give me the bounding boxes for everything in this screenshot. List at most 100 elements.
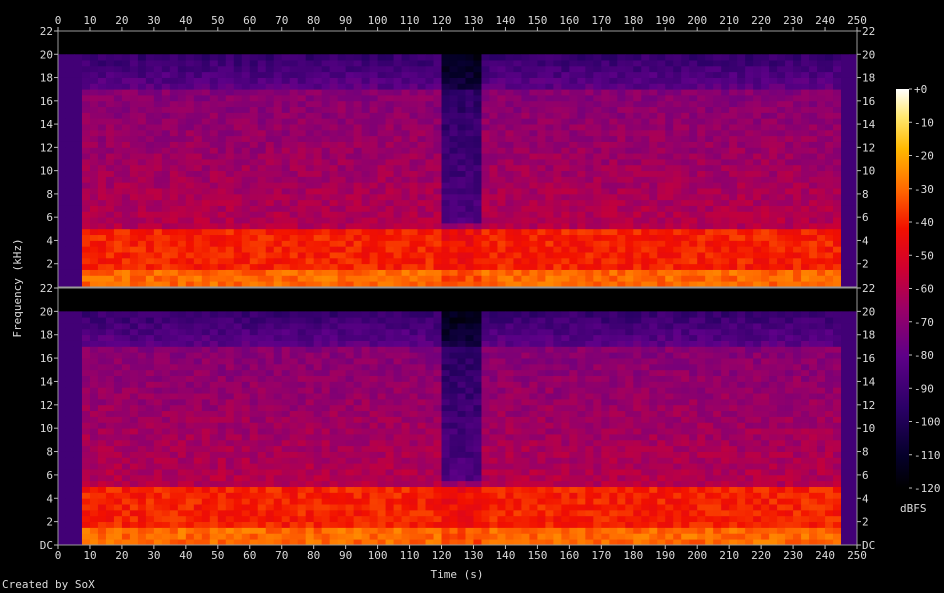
spectrogram-cell xyxy=(841,106,850,113)
spectrogram-cell xyxy=(289,100,299,108)
spectrogram-cell xyxy=(249,469,259,476)
spectrogram-cell xyxy=(169,381,179,388)
spectrogram-cell xyxy=(513,129,522,137)
spectrogram-cell xyxy=(401,188,410,195)
spectrogram-cell xyxy=(249,246,259,253)
spectrogram-cell xyxy=(481,269,490,276)
spectrogram-cell xyxy=(497,252,506,259)
spectrogram-cell xyxy=(353,159,363,166)
spectrogram-cell xyxy=(433,89,442,96)
spectrogram-cell xyxy=(577,269,586,276)
spectrogram-cell xyxy=(337,89,347,96)
spectrogram-cell xyxy=(281,60,291,67)
spectrogram-cell xyxy=(753,65,762,73)
spectrogram-cell xyxy=(217,164,227,172)
spectrogram-cell xyxy=(713,141,722,148)
spectrogram-cell xyxy=(65,164,75,172)
spectrogram-cell xyxy=(401,164,410,172)
spectrogram-cell xyxy=(369,106,378,113)
spectrogram-cell xyxy=(497,60,506,67)
spectrogram-cell xyxy=(569,135,578,142)
spectrogram-cell xyxy=(241,112,251,119)
spectrogram-cell xyxy=(729,188,738,195)
spectrogram-cell xyxy=(625,176,634,183)
spectrogram-cell xyxy=(545,193,554,201)
spectrogram-cell xyxy=(265,188,275,195)
spectrogram-cell xyxy=(441,182,450,189)
spectrogram-cell xyxy=(65,100,75,108)
spectrogram-cell xyxy=(225,375,235,382)
spectrogram-cell xyxy=(265,182,275,189)
spectrogram-cell xyxy=(833,205,842,212)
spectrogram-cell xyxy=(705,83,714,90)
spectrogram-cell xyxy=(497,54,506,61)
spectrogram-cell xyxy=(665,118,674,125)
spectrogram-cell xyxy=(137,223,147,230)
spectrogram-cell xyxy=(465,211,474,218)
spectrogram-cell xyxy=(209,480,219,487)
spectrogram-cell xyxy=(105,252,115,259)
spectrogram-cell xyxy=(137,504,147,511)
spectrogram-cell xyxy=(809,147,818,154)
spectrogram-cell xyxy=(777,223,786,230)
spectrogram-cell xyxy=(81,211,91,218)
spectrogram-cell xyxy=(105,217,115,224)
spectrogram-cell xyxy=(225,539,235,546)
spectrogram-cell xyxy=(537,240,546,247)
spectrogram-cell xyxy=(137,457,147,464)
spectrogram-cell xyxy=(505,135,514,142)
spectrogram-cell xyxy=(521,112,530,119)
spectrogram-cell xyxy=(841,112,850,119)
spectrogram-cell xyxy=(753,141,762,148)
spectrogram-cell xyxy=(681,199,690,206)
spectrogram-cell xyxy=(481,257,490,265)
spectrogram-cell xyxy=(465,269,474,276)
spectrogram-cell xyxy=(817,83,826,90)
spectrogram-cell xyxy=(737,153,746,160)
spectrogram-cell xyxy=(58,445,67,452)
spectrogram-cell xyxy=(65,422,75,429)
spectrogram-cell xyxy=(137,469,147,476)
spectrogram-cell xyxy=(817,263,826,270)
spectrogram-cell xyxy=(601,164,610,172)
spectrogram-cell xyxy=(681,228,690,236)
spectrogram-cell xyxy=(537,89,546,96)
spectrogram-cell xyxy=(401,83,410,90)
spectrogram-cell xyxy=(513,164,522,172)
spectrogram-cell xyxy=(697,135,706,142)
spectrogram-cell xyxy=(113,509,123,517)
spectrogram-cell xyxy=(473,281,482,288)
spectrogram-cell xyxy=(729,153,738,160)
spectrogram-cell xyxy=(145,269,155,276)
spectrogram-cell xyxy=(177,60,187,67)
spectrogram-cell xyxy=(849,89,858,96)
spectrogram-cell xyxy=(673,54,682,61)
spectrogram-cell xyxy=(393,159,402,166)
spectrogram-cell xyxy=(729,193,738,201)
spectrogram-cell xyxy=(217,533,227,540)
spectrogram-cell xyxy=(201,124,211,131)
spectrogram-cell xyxy=(457,124,466,131)
spectrogram-cell xyxy=(785,217,794,224)
spectrogram-cell xyxy=(489,83,498,90)
spectrogram-cell xyxy=(185,124,195,131)
spectrogram-cell xyxy=(233,153,243,160)
spectrogram-cell xyxy=(545,257,554,265)
spectrogram-cell xyxy=(185,164,195,172)
spectrogram-cell xyxy=(129,170,139,177)
spectrogram-cell xyxy=(809,65,818,73)
spectrogram-cell xyxy=(65,205,75,212)
spectrogram-cell xyxy=(217,363,227,371)
spectrogram-cell xyxy=(193,457,203,464)
spectrogram-cell xyxy=(161,492,171,499)
spectrogram-cell xyxy=(89,211,99,218)
spectrogram-cell xyxy=(209,504,219,511)
spectrogram-cell xyxy=(81,486,91,493)
spectrogram-cell xyxy=(225,176,235,183)
spectrogram-cell xyxy=(369,188,378,195)
spectrogram-cell xyxy=(121,334,131,341)
spectrogram-cell xyxy=(609,147,618,154)
spectrogram-cell xyxy=(58,193,67,201)
spectrogram-cell xyxy=(73,124,83,131)
spectrogram-cell xyxy=(177,234,187,241)
